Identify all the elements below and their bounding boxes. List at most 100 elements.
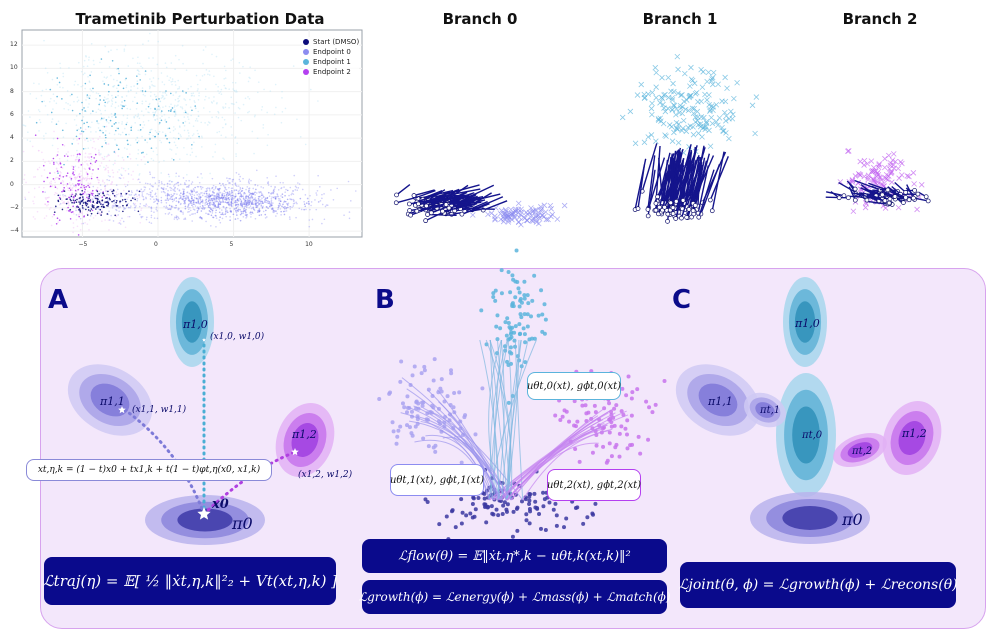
data-point: [124, 104, 127, 107]
sample-point: [662, 379, 667, 384]
data-point: [202, 62, 204, 65]
sample-point: [476, 496, 481, 501]
data-point: [139, 62, 141, 65]
data-point: [181, 106, 183, 109]
data-point: [224, 123, 227, 126]
data-point: [91, 121, 93, 124]
data-point: [280, 121, 283, 124]
data-point: [136, 136, 139, 139]
sample-point: [594, 443, 599, 448]
data-point: [97, 92, 100, 95]
data-point: [187, 113, 189, 115]
data-point: [149, 107, 152, 110]
data-point: [138, 117, 141, 120]
legend-label: Start (DMSO): [313, 38, 360, 46]
sample-point: [609, 454, 614, 459]
y-tick-label: −2: [10, 203, 19, 211]
data-point: [185, 69, 188, 71]
data-point: [292, 65, 295, 67]
data-point: [204, 95, 207, 98]
sample-point: [503, 320, 508, 325]
sample-point: [431, 445, 436, 450]
data-point: [154, 118, 156, 121]
data-point: [186, 173, 188, 176]
data-point: [123, 50, 126, 52]
data-point: [179, 134, 182, 136]
data-point: [80, 85, 83, 88]
sample-point: [493, 288, 498, 293]
sample-point: [444, 514, 449, 519]
data-point: [86, 96, 88, 98]
sample-point: [405, 394, 410, 399]
sample-point: [505, 316, 510, 321]
data-point: [37, 109, 40, 111]
data-point: [95, 111, 98, 114]
data-point: [223, 118, 226, 121]
sample-point: [517, 290, 522, 295]
sample-point: [553, 413, 558, 418]
data-point: [211, 116, 213, 119]
data-point: [223, 158, 225, 161]
data-point: [103, 76, 106, 79]
sample-point: [527, 521, 532, 526]
data-point: [124, 78, 127, 81]
data-point: [187, 116, 189, 118]
data-point: [232, 58, 234, 60]
data-point: [248, 110, 250, 113]
data-point: [90, 71, 93, 73]
data-point: [142, 121, 145, 123]
sample-point: [395, 434, 400, 439]
data-point: [160, 172, 162, 174]
data-point: [183, 116, 186, 118]
data-point: [121, 95, 123, 98]
y-tick-label: 4: [10, 134, 14, 142]
sample-point: [425, 500, 430, 505]
label-pi11: π1,1: [100, 395, 125, 408]
data-point: [113, 133, 116, 136]
sample-point: [482, 491, 487, 496]
data-point: [77, 128, 80, 131]
data-point: [87, 147, 90, 149]
data-point: [119, 133, 122, 136]
data-point: [296, 118, 298, 121]
data-point: [130, 85, 132, 88]
data-point: [200, 121, 203, 124]
sample-point: [405, 423, 410, 428]
data-point: [137, 129, 140, 132]
sample-point: [506, 400, 511, 405]
data-point: [154, 111, 157, 113]
data-point: [174, 144, 177, 147]
sample-point: [583, 403, 588, 408]
sample-point: [398, 379, 403, 384]
data-point: [88, 81, 91, 83]
data-point: [269, 90, 272, 92]
sample-point: [511, 509, 516, 514]
data-point: [184, 120, 187, 123]
data-point: [213, 75, 215, 78]
sample-point: [472, 514, 477, 519]
data-point: [199, 79, 202, 81]
data-point: [116, 48, 118, 51]
sample-point: [498, 326, 503, 331]
label-c-pit0: πt,0: [802, 430, 823, 441]
data-point: [140, 89, 142, 92]
data-point: [122, 167, 125, 170]
data-point: [38, 110, 41, 113]
data-point: [95, 131, 97, 133]
data-point: [223, 65, 226, 68]
data-point: [197, 88, 199, 90]
data-point: [177, 100, 179, 103]
data-point: [137, 113, 140, 115]
sample-point: [577, 459, 582, 464]
data-point: [88, 103, 90, 105]
sample-point: [468, 511, 473, 516]
data-point: [133, 96, 136, 99]
data-point: [24, 125, 27, 127]
data-point: [174, 68, 176, 70]
sample-point: [614, 442, 619, 447]
sample-point: [527, 502, 532, 507]
sample-point: [437, 522, 442, 527]
y-tick-label: 6: [10, 110, 14, 118]
data-point: [160, 111, 163, 114]
data-point: [46, 71, 49, 74]
